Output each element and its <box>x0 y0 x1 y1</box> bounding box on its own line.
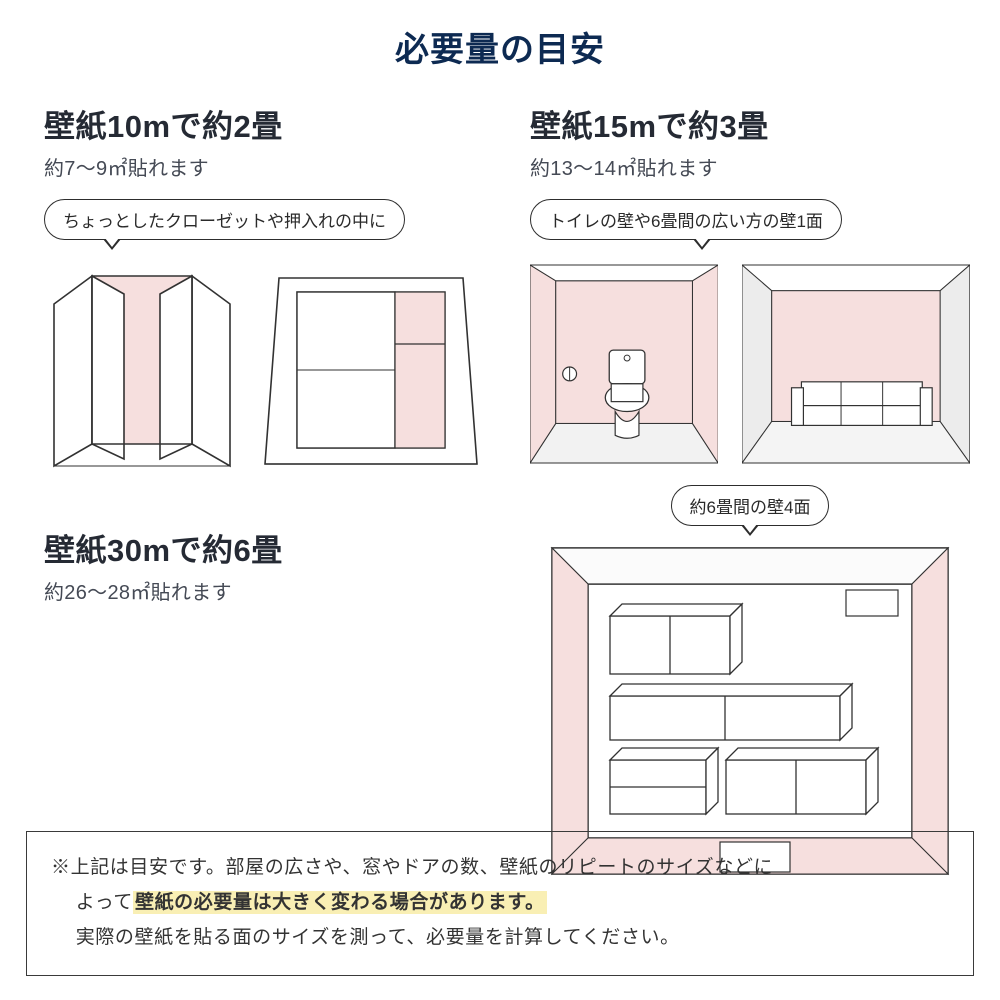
section-6jo: 約6畳間の壁4面 <box>530 467 970 876</box>
headline-10m: 壁紙10mで約2畳 <box>44 101 484 146</box>
infographic-grid: 壁紙10mで約2畳 約7〜9㎡貼れます ちょっとしたクローゼットや押入れの中に <box>0 97 1000 867</box>
illustrations-10m <box>44 264 484 469</box>
section-15m: 壁紙15mで約3畳 約13〜14㎡貼れます トイレの壁や6畳間の広い方の壁1面 <box>530 101 970 464</box>
footnote-line1: ※上記は目安です。部屋の広さや、窓やドアの数、壁紙のリピートのサイズなどに <box>51 857 773 878</box>
headline-30m: 壁紙30mで約6畳 <box>44 525 484 570</box>
bubble-6jo: 約6畳間の壁4面 <box>671 485 830 526</box>
subline-15m: 約13〜14㎡貼れます <box>530 152 970 181</box>
room-plan-icon <box>550 546 950 876</box>
bubble-15m: トイレの壁や6畳間の広い方の壁1面 <box>530 199 842 240</box>
subline-10m: 約7〜9㎡貼れます <box>44 152 484 181</box>
section-10m: 壁紙10mで約2畳 約7〜9㎡貼れます ちょっとしたクローゼットや押入れの中に <box>44 101 484 469</box>
toilet-room-icon <box>530 264 718 464</box>
closet-icon <box>44 264 239 469</box>
page-title: 必要量の目安 <box>0 0 1000 71</box>
footnote-line3: 実際の壁紙を貼る面のサイズを測って、必要量を計算してください。 <box>51 920 949 955</box>
subline-30m: 約26〜28㎡貼れます <box>44 576 484 605</box>
room-onewall-icon <box>742 264 970 464</box>
headline-15m: 壁紙15mで約3畳 <box>530 101 970 146</box>
footnote-box: ※上記は目安です。部屋の広さや、窓やドアの数、壁紙のリピートのサイズなどに よっ… <box>26 831 974 976</box>
illustrations-15m <box>530 264 970 464</box>
cupboard-icon <box>263 264 478 469</box>
footnote-highlight: 壁紙の必要量は大きく変わる場合があります。 <box>133 891 547 914</box>
bubble-10m: ちょっとしたクローゼットや押入れの中に <box>44 199 405 240</box>
footnote-line2-prefix: よって <box>76 892 133 913</box>
section-30m: 壁紙30mで約6畳 約26〜28㎡貼れます <box>44 525 484 605</box>
